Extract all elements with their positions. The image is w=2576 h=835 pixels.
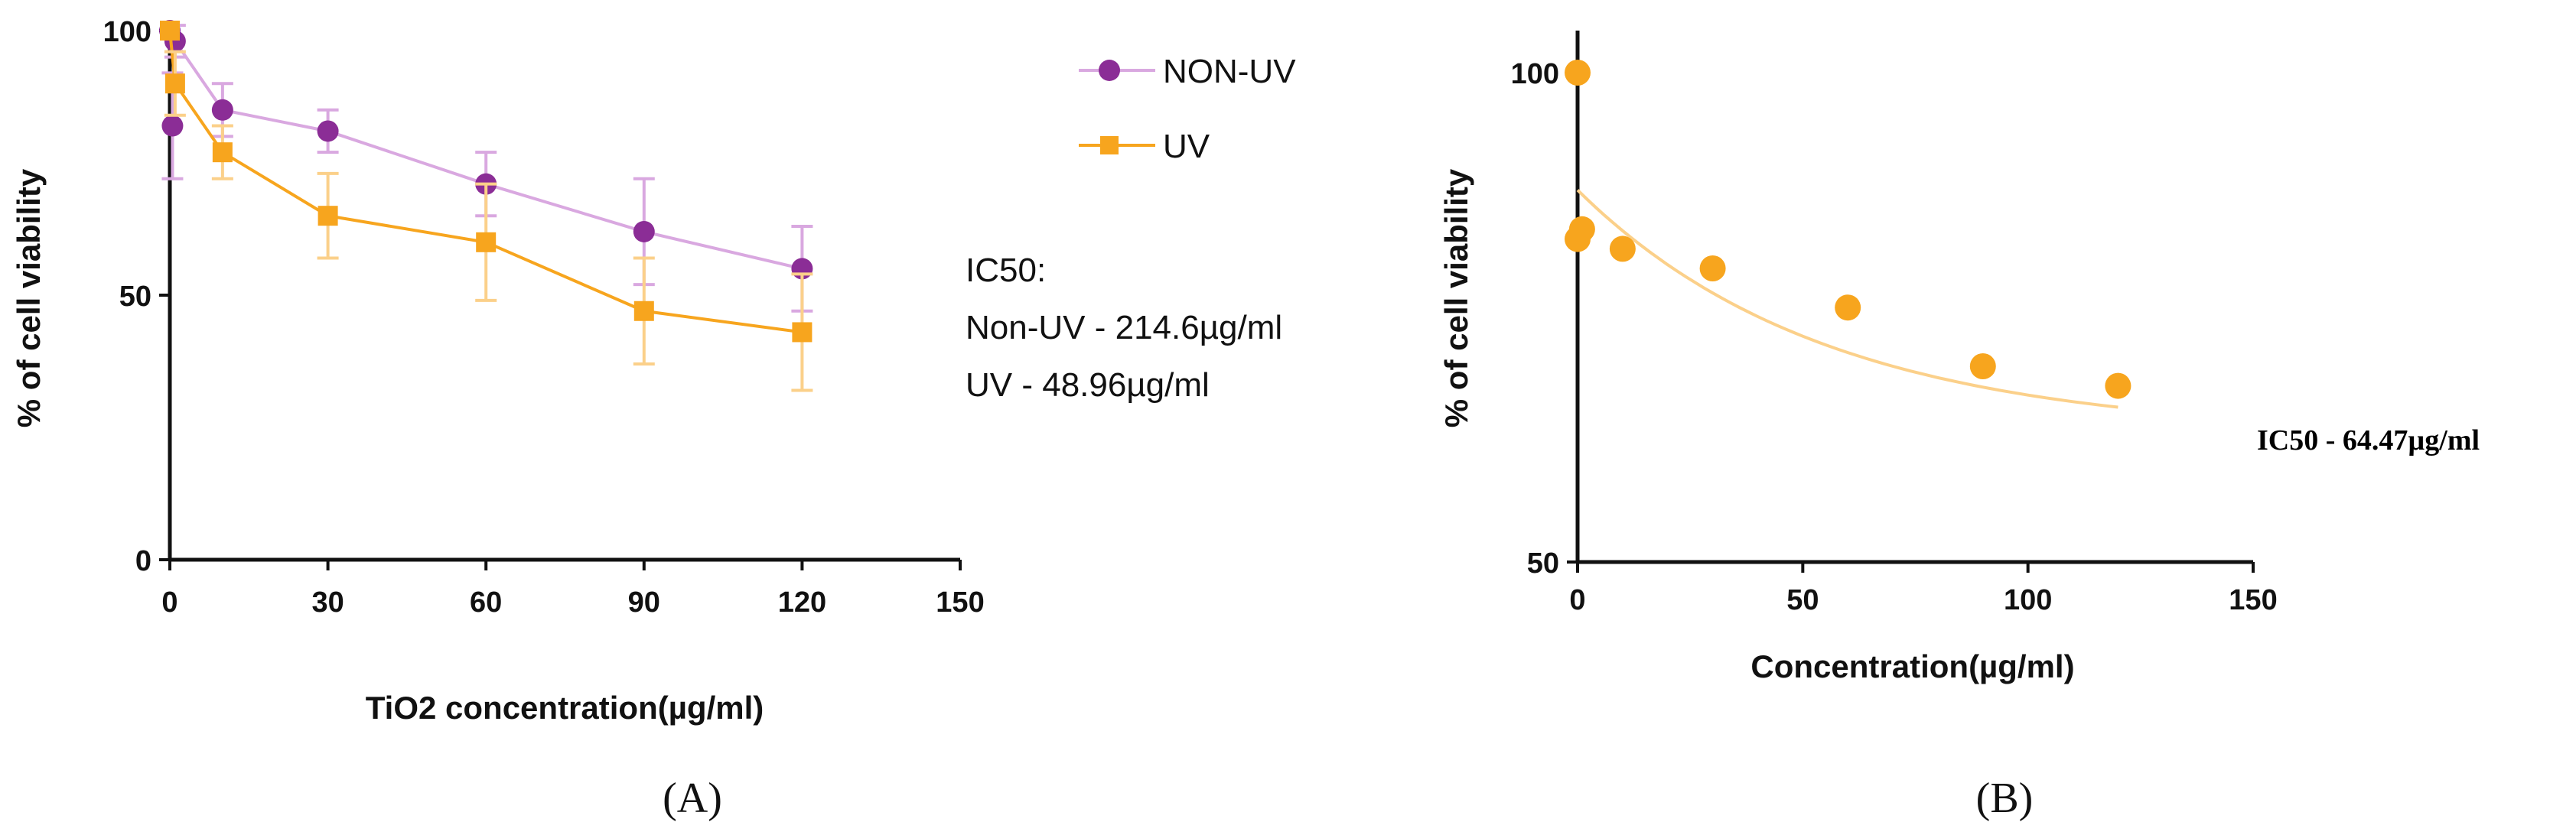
series-uv [160,21,813,392]
data-point-uv [476,232,497,252]
x-tick-label: 0 [1569,584,1585,616]
panel-label-a: (A) [663,775,722,822]
legend: NON-UV UV [1079,53,1296,165]
panel-b-y-axis-title: % of cell viability [1438,168,1474,427]
data-point [1568,216,1595,242]
data-point-uv [318,206,338,226]
panel-a-x-axis-title: TiO2 concentration(µg/ml) [366,690,764,726]
ic50-annotation-b: IC50 - 64.47µg/ml [2257,424,2480,456]
data-point-uv [792,322,813,343]
y-tick-label: 100 [1511,58,1559,90]
legend-label-uv: UV [1163,128,1210,165]
data-point [1699,255,1726,281]
x-tick-label: 30 [311,586,344,619]
data-point [1609,236,1636,262]
x-tick-label: 0 [161,586,177,619]
x-tick-label: 60 [470,586,502,619]
x-tick-label: 150 [2229,584,2277,616]
x-tick-label: 50 [1786,584,1819,616]
data-point-non-uv [211,99,233,121]
panel-a-y-axis-title: % of cell viability [11,168,47,427]
ic50-non-uv: Non-UV - 214.6µg/ml [966,309,1282,346]
ic50-uv: UV - 48.96µg/ml [966,366,1210,404]
legend-item-non-uv: NON-UV [1079,53,1296,90]
data-point-uv [164,73,185,94]
data-point-uv [633,301,654,321]
data-point-uv [212,142,233,163]
data-point-non-uv [633,220,655,242]
x-tick-label: 120 [778,586,826,619]
legend-item-uv: UV [1079,128,1210,165]
legend-label-non-uv: NON-UV [1163,53,1296,90]
data-point [2105,372,2131,399]
x-tick-label: 100 [2004,584,2052,616]
x-tick-label: 90 [628,586,660,619]
y-tick-label: 0 [135,545,151,577]
data-point-non-uv [317,120,339,142]
data-point-uv [160,21,180,41]
fit-curve [1576,189,2118,409]
y-tick-label: 50 [119,281,151,313]
legend-marker-non-uv [1099,60,1120,81]
ic50-heading: IC50: [966,252,1046,289]
data-point [1969,353,1996,379]
data-point-non-uv [161,115,184,137]
legend-marker-uv [1100,136,1119,154]
panel-label-b: (B) [1976,775,2034,822]
ic50-annotation-a: IC50: Non-UV - 214.6µg/ml UV - 48.96µg/m… [966,252,1282,404]
panel-b-x-axis-title: Concentration(µg/ml) [1750,648,2074,684]
x-tick-label: 150 [936,586,984,619]
y-tick-label: 50 [1527,547,1559,580]
data-point [1835,294,1861,321]
y-tick-label: 100 [103,16,151,48]
data-point [1565,60,1591,86]
panel-b-chart: 0 50 100 150 50 100 % of cell viability Conce… [1438,31,2480,822]
